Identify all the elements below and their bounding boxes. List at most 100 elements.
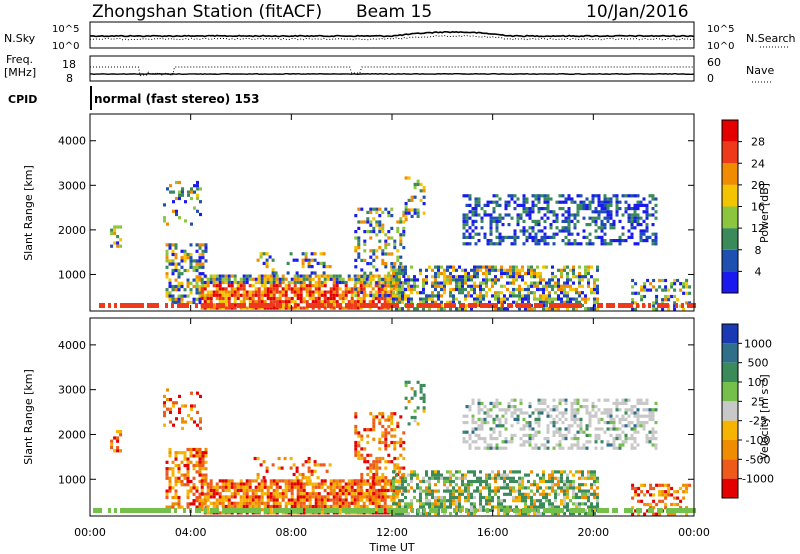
power-cell	[516, 213, 520, 217]
power-cell	[260, 306, 264, 310]
velocity-cell	[581, 489, 584, 493]
power-cell	[369, 230, 373, 234]
velocity-cell	[190, 391, 193, 395]
power-cell	[516, 223, 520, 227]
velocity-cell	[443, 479, 446, 484]
velocity-cell	[398, 470, 401, 474]
velocity-cell	[603, 421, 607, 425]
velocity-cell	[372, 495, 376, 499]
velocity-cell	[539, 486, 542, 490]
power-cell	[267, 303, 270, 308]
power-cell	[215, 306, 219, 310]
velocity-cell	[126, 508, 129, 513]
velocity-cell	[488, 476, 491, 480]
velocity-cell	[507, 440, 511, 444]
power-cell	[335, 287, 339, 291]
power-cell	[422, 284, 425, 288]
power-cell	[581, 278, 584, 282]
velocity-cell	[215, 482, 219, 486]
velocity-cell	[443, 489, 446, 493]
power-cell	[561, 303, 564, 308]
power-cell	[299, 287, 303, 291]
power-cell	[539, 278, 542, 282]
velocity-cell	[519, 398, 523, 402]
power-cell	[422, 189, 426, 193]
velocity-cell	[609, 443, 613, 447]
power-cell	[485, 281, 488, 285]
velocity-cell	[646, 509, 650, 513]
velocity-cell	[654, 446, 658, 450]
y-tick-label: 4000	[58, 339, 86, 352]
velocity-cell	[603, 411, 607, 415]
power-cell	[462, 303, 465, 308]
velocity-cell	[576, 440, 580, 444]
velocity-cell	[177, 467, 181, 471]
power-cell	[470, 284, 473, 288]
power-cell	[606, 203, 610, 207]
power-cell	[548, 291, 551, 295]
power-cell	[519, 229, 523, 233]
power-cell	[254, 287, 258, 291]
power-cell	[242, 287, 246, 291]
velocity-cell	[543, 443, 547, 447]
power-cell	[392, 268, 395, 272]
power-cell	[534, 203, 538, 207]
velocity-cell	[378, 440, 382, 445]
velocity-cell	[461, 479, 464, 484]
power-cell	[464, 297, 467, 301]
power-cell	[375, 268, 379, 272]
velocity-cell	[649, 502, 653, 507]
velocity-cell	[687, 508, 690, 513]
power-cell	[494, 281, 497, 285]
velocity-cell	[289, 456, 293, 461]
power-cell	[384, 233, 388, 237]
velocity-cell	[515, 470, 518, 474]
velocity-cell	[443, 495, 446, 500]
power-cell	[528, 210, 532, 214]
power-cell	[600, 200, 604, 204]
power-cell	[476, 275, 479, 279]
nsky-label: N.Sky	[4, 32, 36, 45]
velocity-cell	[591, 408, 595, 412]
power-cell	[527, 294, 530, 298]
velocity-cell	[278, 492, 282, 496]
velocity-cell	[510, 433, 514, 437]
power-cell	[362, 284, 366, 288]
power-cell	[363, 239, 367, 243]
velocity-cell	[558, 446, 562, 450]
power-cell	[521, 287, 524, 292]
power-cell	[266, 274, 270, 278]
velocity-cell	[612, 446, 616, 450]
velocity-cell	[302, 511, 306, 515]
velocity-cell	[260, 495, 264, 499]
power-cell	[383, 274, 387, 278]
velocity-cell	[552, 405, 556, 409]
velocity-cell	[551, 479, 554, 484]
velocity-cell	[192, 467, 196, 471]
velocity-cell	[299, 479, 303, 483]
velocity-cell	[596, 486, 599, 490]
power-cell	[269, 290, 273, 294]
power-cell	[410, 198, 414, 202]
power-cell	[533, 268, 536, 272]
power-cell	[600, 239, 604, 243]
power-cell	[564, 210, 568, 214]
velocity-cell	[587, 499, 590, 503]
velocity-cell	[480, 437, 484, 441]
velocity-cell	[633, 424, 637, 428]
y-tick-label: 2000	[58, 224, 86, 237]
power-cell	[461, 278, 464, 282]
power-cell	[195, 249, 199, 253]
power-cell	[378, 220, 382, 224]
velocity-cell	[590, 508, 593, 512]
power-cell	[272, 277, 276, 281]
power-cell	[215, 277, 219, 281]
velocity-cell	[468, 408, 472, 412]
power-cell	[603, 197, 607, 201]
power-cell	[497, 291, 500, 295]
velocity-cell	[548, 492, 551, 496]
power-cell	[518, 268, 521, 272]
power-cell	[227, 277, 231, 281]
power-cell	[329, 287, 333, 291]
velocity-cell	[181, 417, 184, 421]
